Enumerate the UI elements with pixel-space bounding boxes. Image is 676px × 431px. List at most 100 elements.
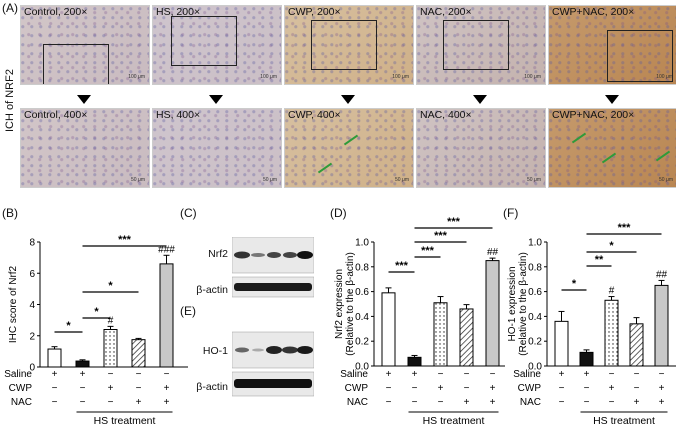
significance-label: ** [595, 254, 604, 266]
blot-label-nrf2: Nrf2 [208, 248, 228, 260]
treatment-sign: − [52, 397, 58, 408]
treatment-sign: + [80, 369, 86, 380]
treatment-sign: − [412, 397, 418, 408]
zoom-region-box [171, 16, 237, 66]
treatment-sign: − [584, 397, 590, 408]
band-ho1-4 [282, 346, 298, 354]
y-axis-label: HO-1 expression [507, 266, 518, 341]
bar-4 [629, 323, 644, 367]
chart-d-nrf2-expression: 0.0 0.2 0.4 0.6 0.8 1.0 Nrf2 expression (Relati… [334, 216, 505, 427]
treatment-sign: − [464, 369, 470, 380]
treatment-sign: + [136, 397, 142, 408]
hs-treatment-label: HS treatment [423, 415, 485, 427]
scale-bar-label: 50 μm [263, 177, 277, 183]
band-actin-2 [234, 379, 312, 388]
treatment-sign: − [609, 397, 615, 408]
treatment-row-label: Saline [340, 369, 368, 380]
treatment-sign: + [464, 397, 470, 408]
y-tick-label: 0.6 [355, 287, 369, 298]
scale-bar-label: 50 μm [527, 177, 541, 183]
hash-mark: # [609, 286, 615, 297]
hash-mark: ### [158, 244, 175, 255]
micrograph-200x-1: Control, 200× 100 μm [20, 5, 150, 85]
hs-treatment-label: HS treatment [94, 415, 156, 427]
bar-3 [103, 329, 118, 368]
significance-label: * [609, 240, 614, 252]
treatment-sign: − [80, 397, 86, 408]
panel-label-a: (A) [2, 1, 18, 15]
treatment-sign: − [490, 369, 496, 380]
band-ho1-3 [266, 346, 282, 354]
treatment-sign: + [412, 369, 418, 380]
scale-bar-label: 50 μm [395, 177, 409, 183]
treatment-sign: + [634, 397, 640, 408]
treatment-sign: − [80, 383, 86, 394]
green-arrow-icon [317, 162, 333, 174]
band-actin-1 [234, 283, 312, 291]
treatment-row-label: NAC [347, 397, 368, 408]
micrograph-caption: Control, 200× [24, 6, 88, 18]
down-arrow-icon [473, 95, 487, 104]
significance-label: *** [118, 234, 132, 246]
treatment-sign: + [490, 383, 496, 394]
bar-3 [604, 299, 619, 367]
scale-bar-label: 100 μm [260, 74, 277, 80]
blot-label-beta-actin-2: β-actin [196, 381, 228, 393]
down-arrow-icon [209, 95, 223, 104]
treatment-sign: + [164, 397, 170, 408]
y-tick-label: 1.0 [528, 238, 542, 249]
treatment-sign: − [659, 369, 665, 380]
band-nrf2-5 [297, 251, 313, 259]
y-tick-label: 0.4 [355, 312, 369, 323]
treatment-sign: + [108, 383, 114, 394]
treatment-sign: − [559, 383, 565, 394]
y-tick-label: 0.6 [528, 287, 542, 298]
zoom-region-box [607, 30, 673, 82]
treatment-row-label: Saline [513, 369, 541, 380]
treatment-sign: − [634, 369, 640, 380]
significance-label: *** [395, 260, 409, 272]
treatment-sign: + [52, 369, 58, 380]
treatment-sign: + [584, 369, 590, 380]
y-tick-label: 0.2 [355, 337, 369, 348]
significance-label: * [572, 278, 577, 290]
treatment-sign: − [584, 383, 590, 394]
green-arrow-icon [655, 150, 671, 162]
treatment-sign: − [412, 383, 418, 394]
y-tick-label: 0 [29, 363, 35, 374]
treatment-row-label: CWP [9, 383, 33, 394]
y-tick-label: 1.0 [355, 238, 369, 249]
micrograph-caption: NAC, 400× [420, 109, 472, 121]
bar-3 [433, 302, 448, 367]
micrograph-200x-3: CWP, 200× 100 μm [284, 5, 414, 85]
treatment-sign: + [659, 383, 665, 394]
bar-4 [131, 339, 146, 368]
western-blots [232, 237, 314, 397]
treatment-sign: + [659, 397, 665, 408]
significance-label: *** [434, 230, 448, 242]
y-tick-label: 4 [29, 300, 35, 311]
treatment-sign: + [386, 369, 392, 380]
bar-1 [554, 320, 569, 367]
treatment-sign: − [634, 383, 640, 394]
micrograph-caption: CWP, 200× [288, 6, 341, 18]
micrograph-caption: HS, 400× [156, 109, 201, 121]
band-nrf2-2 [251, 253, 265, 257]
treatment-sign: + [559, 369, 565, 380]
treatment-sign: − [386, 397, 392, 408]
green-arrow-icon [343, 134, 359, 146]
micrograph-400x-4: NAC, 400× 50 μm [416, 108, 546, 188]
y-tick-label: 0.2 [528, 337, 542, 348]
panel-label-c: (C) [180, 206, 197, 220]
panel-label-b: (B) [2, 206, 18, 220]
bar-4 [459, 308, 474, 367]
scale-bar-label: 50 μm [131, 177, 145, 183]
treatment-row-label: CWP [345, 383, 369, 394]
y-tick-label: 8 [29, 238, 35, 249]
treatment-sign: + [490, 397, 496, 408]
significance-label: * [94, 306, 99, 318]
treatment-sign: − [108, 369, 114, 380]
micrograph-caption: HS, 200× [156, 6, 201, 18]
treatment-sign: − [438, 397, 444, 408]
